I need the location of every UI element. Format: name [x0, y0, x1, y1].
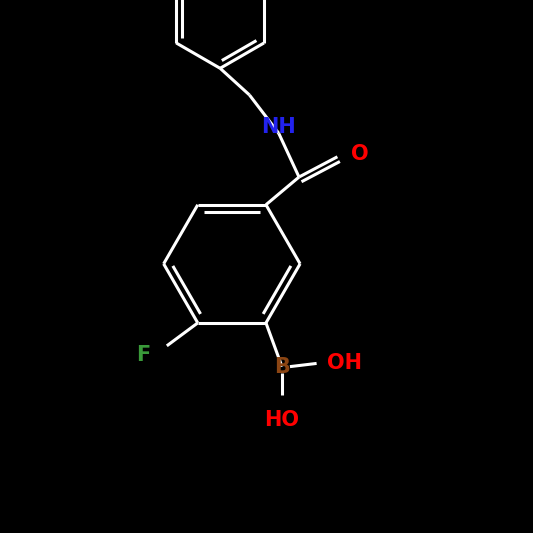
Text: O: O — [351, 143, 369, 164]
Text: NH: NH — [261, 117, 296, 137]
Text: B: B — [274, 357, 290, 377]
Text: F: F — [136, 345, 150, 366]
Text: HO: HO — [264, 410, 300, 430]
Text: OH: OH — [327, 353, 362, 374]
